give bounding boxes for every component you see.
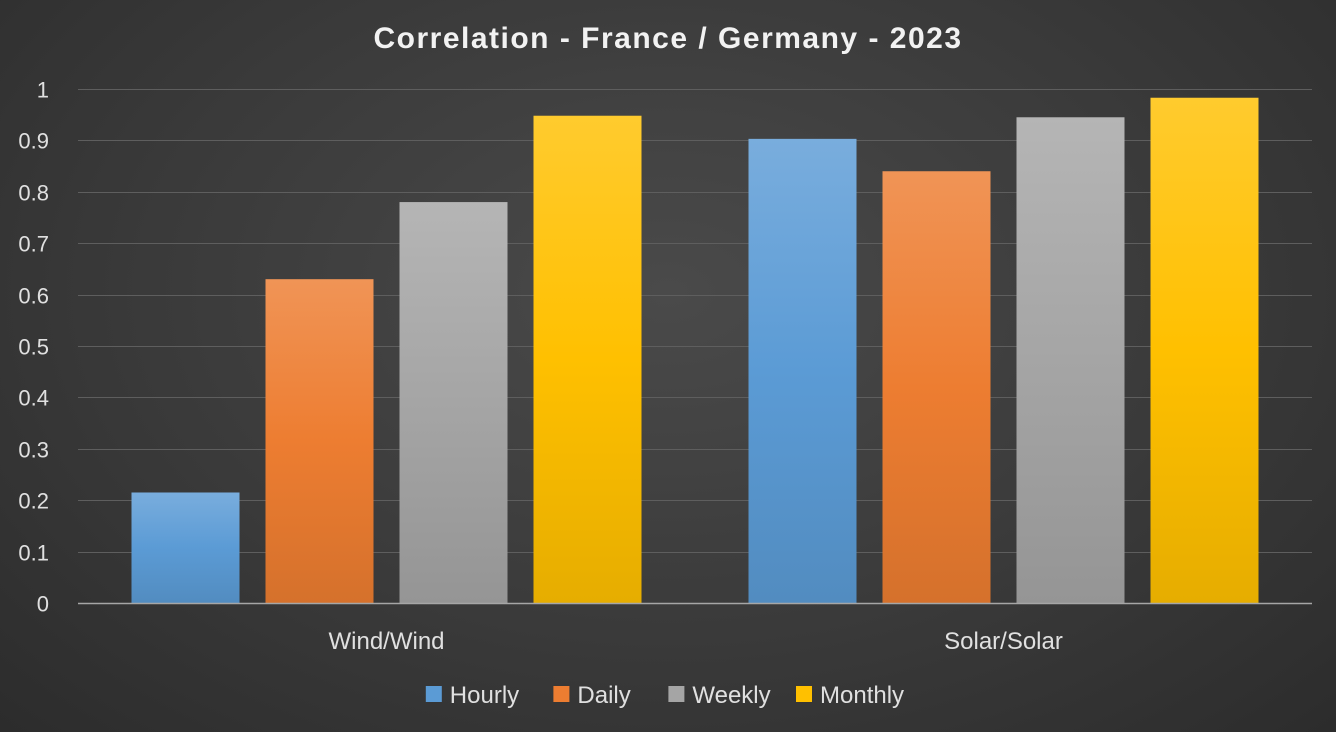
- legend-label: Weekly: [692, 682, 770, 709]
- y-tick-label: 0.4: [18, 386, 49, 411]
- gridlines: [78, 89, 1312, 553]
- bar-hourly-2: [748, 138, 857, 603]
- y-tick-label: 0.6: [18, 284, 49, 309]
- legend-label: Monthly: [820, 682, 904, 709]
- y-tick-label: 0.2: [18, 489, 49, 514]
- bar-weekly-1: [399, 202, 508, 603]
- x-tick-label: Solar/Solar: [944, 628, 1063, 655]
- legend-label: Hourly: [450, 682, 519, 709]
- bar-hourly-1: [131, 492, 240, 603]
- legend-swatch: [425, 686, 442, 702]
- bars: [131, 97, 1259, 604]
- bar-monthly-1: [533, 115, 642, 603]
- bar-daily-2: [882, 171, 991, 604]
- y-tick-label: 0.9: [18, 129, 49, 154]
- x-axis-ticks: Wind/Wind Solar/Solar: [328, 628, 1062, 655]
- legend: Hourly Daily Weekly Monthly: [425, 682, 904, 709]
- legend-swatch: [553, 686, 570, 702]
- legend-swatch: [796, 686, 812, 702]
- y-tick-label: 0.5: [18, 335, 49, 360]
- y-tick-label: 0.1: [18, 541, 49, 566]
- chart-title: Correlation - France / Germany - 2023: [373, 22, 962, 55]
- y-tick-label: 0.8: [18, 181, 49, 206]
- y-tick-label: 1: [37, 78, 49, 103]
- y-tick-label: 0.3: [18, 438, 49, 463]
- bar-daily-1: [265, 279, 374, 603]
- bar-monthly-2: [1150, 97, 1259, 603]
- x-tick-label: Wind/Wind: [328, 628, 444, 655]
- y-axis-ticks: 0 0.1 0.2 0.3 0.4 0.5 0.6 0.7 0.8 0.9 1: [18, 78, 49, 617]
- y-tick-label: 0.7: [18, 232, 49, 257]
- legend-label: Daily: [577, 682, 630, 709]
- y-tick-label: 0: [37, 592, 49, 617]
- bar-weekly-2: [1016, 117, 1125, 604]
- legend-swatch: [668, 686, 685, 702]
